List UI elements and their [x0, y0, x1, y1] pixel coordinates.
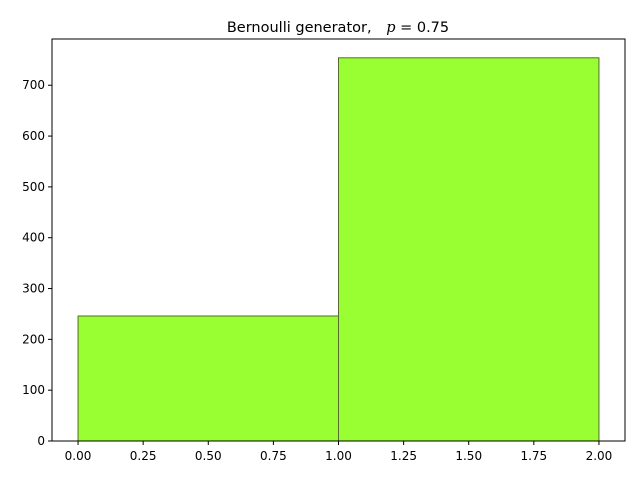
chart-title-value: = 0.75 — [400, 20, 449, 36]
y-tick-label: 400 — [22, 231, 45, 245]
y-tick-label: 600 — [22, 129, 45, 143]
x-tick-label: 1.25 — [390, 449, 417, 463]
chart-title-prefix: Bernoulli generator, — [227, 20, 372, 36]
y-tick-label: 500 — [22, 180, 45, 194]
x-tick-label: 0.75 — [260, 449, 287, 463]
chart-title: Bernoulli generator, p = 0.75 — [227, 20, 449, 36]
bars-group — [77, 57, 600, 442]
histogram-bar-0 — [77, 315, 340, 442]
y-tick-label: 100 — [22, 383, 45, 397]
x-tick-label: 1.50 — [455, 449, 482, 463]
x-tick-label: 1.00 — [325, 449, 352, 463]
y-tick-label: 0 — [37, 434, 45, 448]
y-axis-ticks: 0 100 200 300 400 500 600 700 — [22, 78, 52, 448]
y-tick-label: 200 — [22, 332, 45, 346]
y-tick-label: 700 — [22, 78, 45, 92]
x-tick-label: 0.25 — [130, 449, 157, 463]
x-tick-label: 2.00 — [586, 449, 613, 463]
y-tick-label: 300 — [22, 282, 45, 296]
plot-frame — [51, 38, 626, 442]
x-tick-label: 0.50 — [195, 449, 222, 463]
x-axis-ticks: 0.00 0.25 0.50 0.75 1.00 1.25 1.50 1.75 2.00 — [65, 441, 613, 463]
histogram-bar-1 — [338, 57, 600, 442]
chart-title-variable: p — [386, 20, 395, 36]
x-tick-label: 1.75 — [520, 449, 547, 463]
x-tick-label: 0.00 — [65, 449, 92, 463]
